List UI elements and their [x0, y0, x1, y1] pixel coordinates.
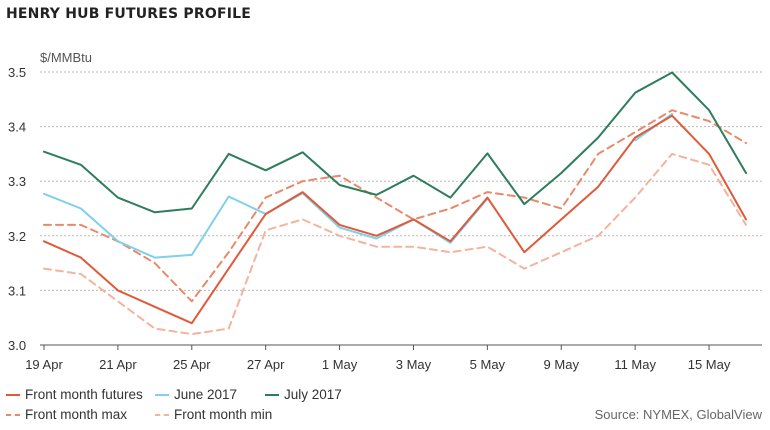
legend-swatch-july-2017	[265, 393, 279, 396]
legend-item-front-month-min: Front month min	[155, 407, 272, 422]
x-tick-label-25-apr: 25 Apr	[173, 357, 211, 372]
x-tick-label-21-apr: 21 Apr	[99, 357, 137, 372]
legend-swatch-front-month-min	[155, 413, 169, 416]
legend-label-july-2017: July 2017	[284, 387, 342, 402]
x-tick-label-27-apr: 27 Apr	[247, 357, 285, 372]
series-line-front-month-max	[43, 109, 747, 303]
series-line-front-month-futures	[43, 114, 747, 325]
y-tick-label-3-1: 3.1	[8, 283, 26, 298]
x-tick-label-5-may: 5 May	[470, 357, 506, 372]
legend-item-front-month-futures: Front month futures	[6, 387, 143, 402]
x-tick-label-11-may: 11 May	[614, 357, 656, 372]
x-tick-label-15-may: 15 May	[688, 357, 731, 372]
legend-swatch-june-2017	[155, 393, 169, 396]
y-tick-label-3-0: 3.0	[8, 338, 26, 353]
legend-swatch-front-month-futures	[6, 393, 20, 396]
x-tick-label-1-may: 1 May	[322, 357, 358, 372]
x-tick-label-9-may: 9 May	[544, 357, 580, 372]
x-tick-label-3-may: 3 May	[396, 357, 432, 372]
legend-item-july-2017: July 2017	[265, 387, 342, 402]
legend-label-front-month-min: Front month min	[174, 407, 273, 422]
y-tick-label-3-4: 3.4	[8, 120, 26, 135]
y-tick-label-3-5: 3.5	[8, 65, 26, 80]
legend-label-front-month-max: Front month max	[25, 407, 128, 422]
series-line-front-month-min	[43, 152, 747, 336]
y-tick-label-3-2: 3.2	[8, 229, 26, 244]
legend-item-june-2017: June 2017	[155, 387, 237, 402]
x-tick-label-19-apr: 19 Apr	[25, 357, 63, 372]
y-axis-unit-label: $/MMBtu	[40, 50, 93, 65]
legend-label-june-2017: June 2017	[174, 387, 238, 402]
legend-swatch-front-month-max	[6, 413, 20, 416]
legend-label-front-month-futures: Front month futures	[25, 387, 143, 402]
chart-title: HENRY HUB FUTURES PROFILE	[6, 6, 252, 22]
legend-item-front-month-max: Front month max	[6, 407, 127, 422]
y-tick-label-3-3: 3.3	[8, 174, 26, 189]
source-note: Source: NYMEX, GlobalView	[594, 407, 762, 422]
series-line-july-2017	[43, 71, 747, 214]
